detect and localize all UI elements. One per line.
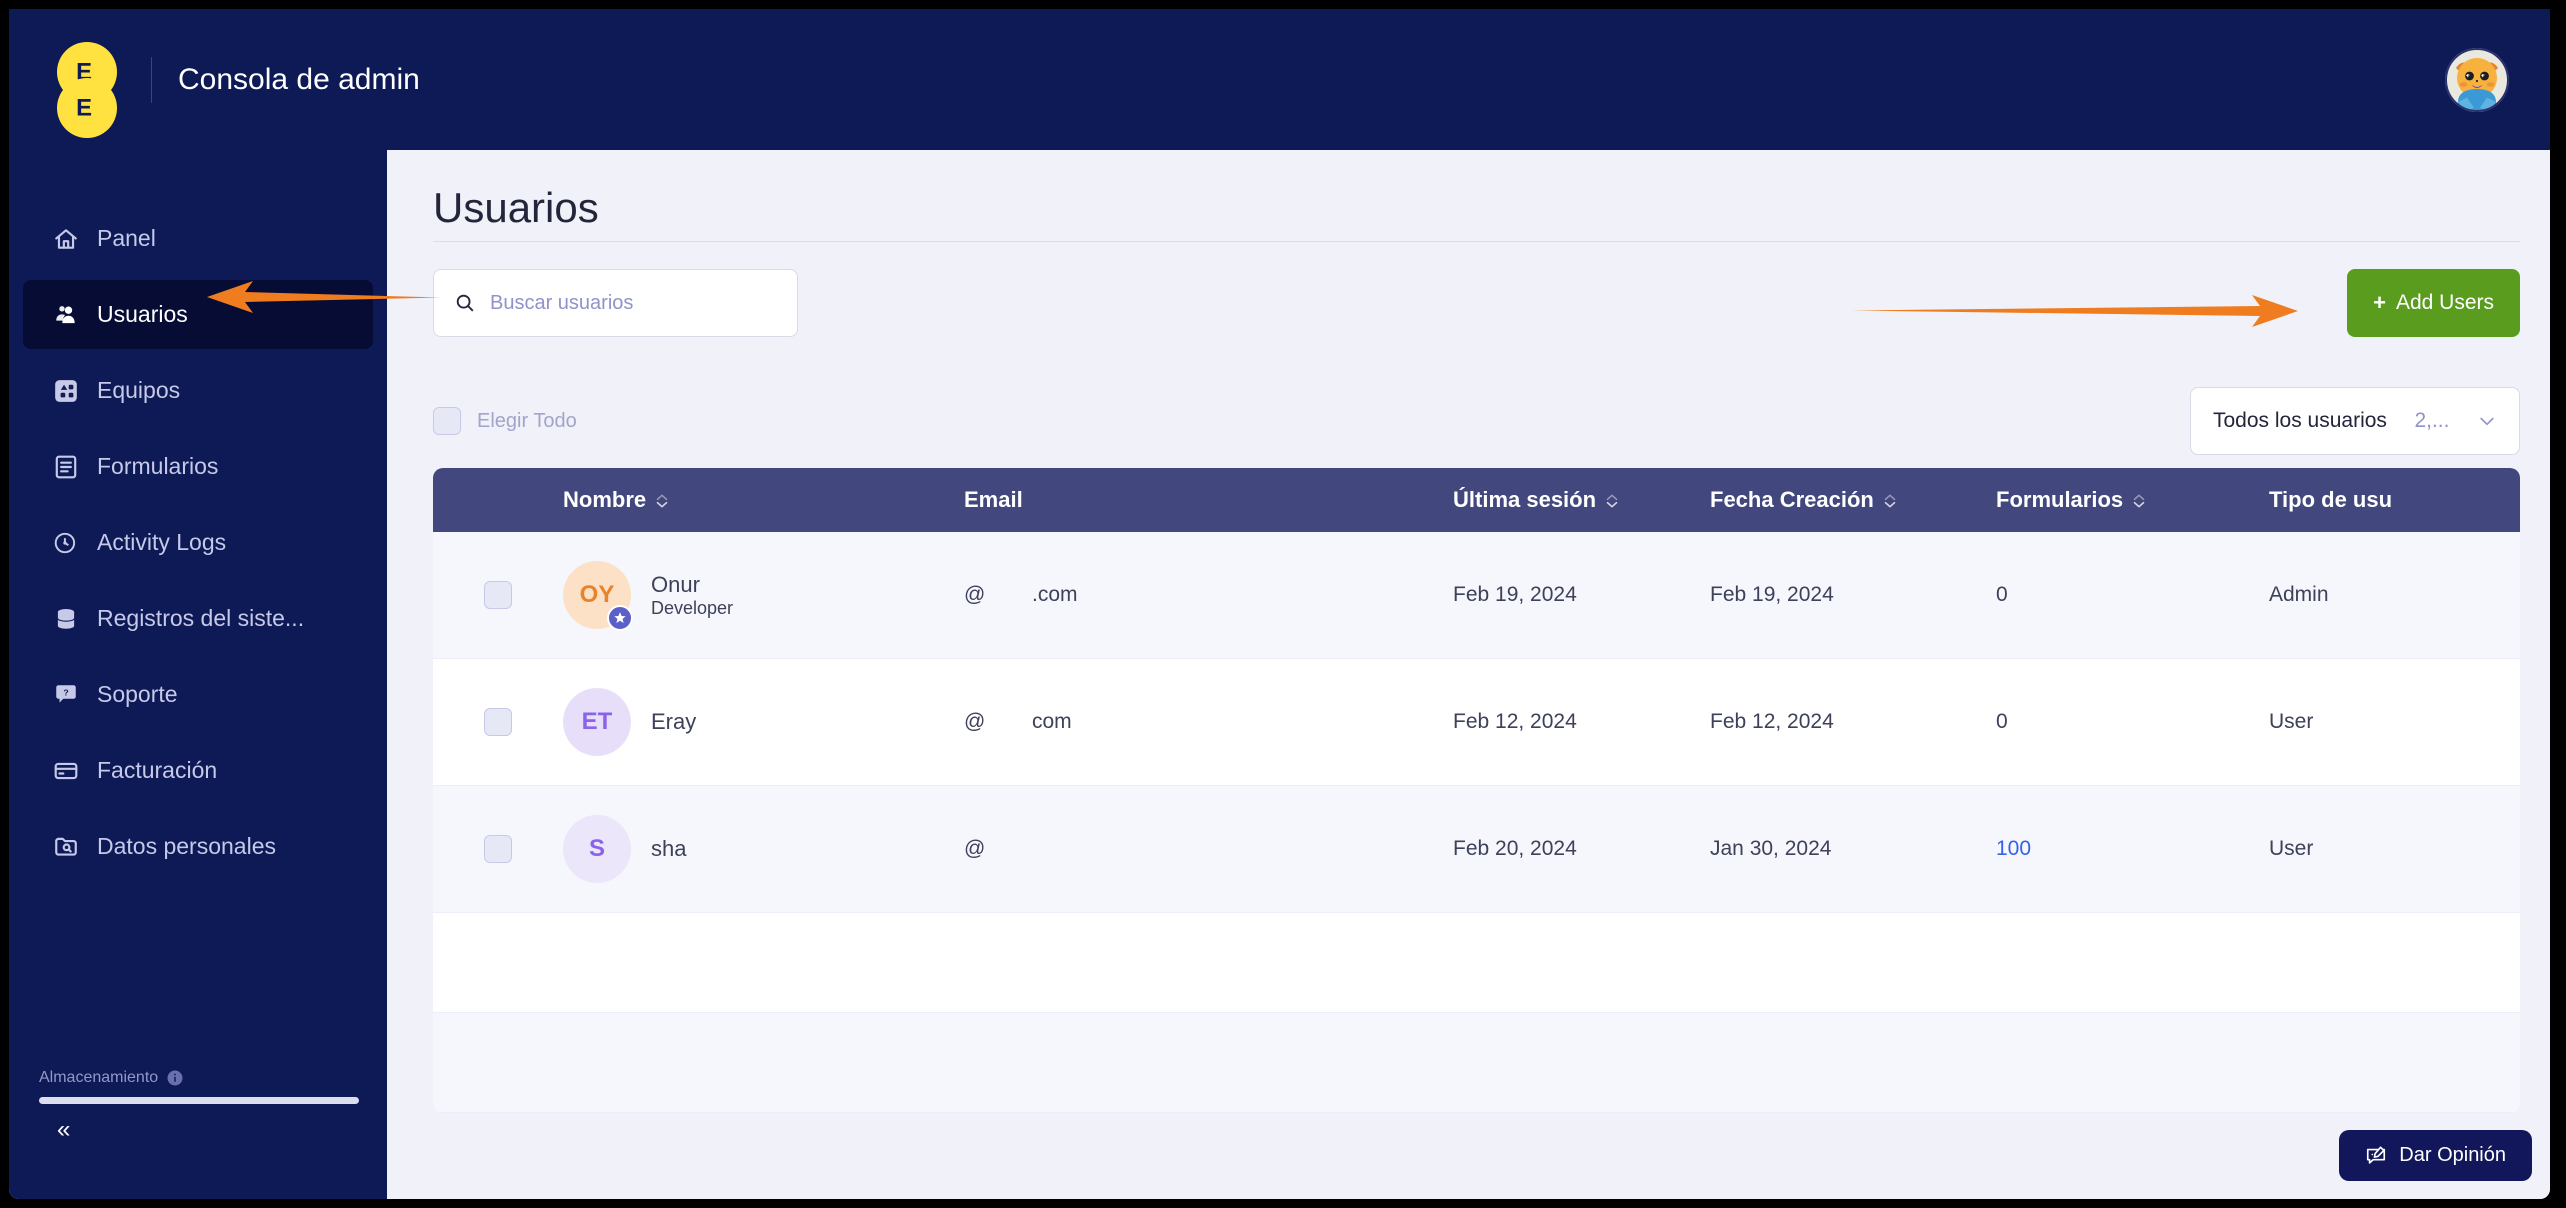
svg-text:?: ?: [63, 687, 68, 697]
svg-text:E: E: [76, 95, 91, 121]
